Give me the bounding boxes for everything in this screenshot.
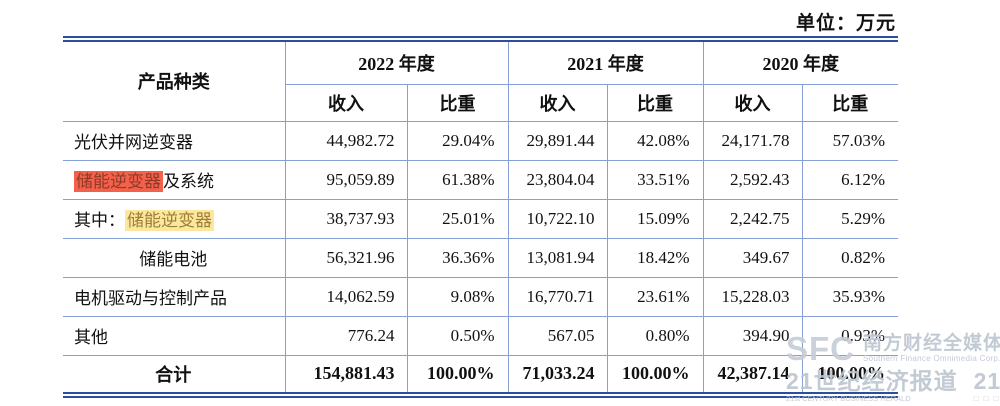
row-label: 储能逆变器 及系统 bbox=[63, 159, 286, 200]
income-cell: 394.90 bbox=[702, 315, 803, 356]
header-row-metrics: 收入 比重 收入 比重 收入 比重 bbox=[63, 83, 898, 122]
table-row: 其他 776.24 0.50% 567.05 0.80% 394.90 0.93% bbox=[63, 315, 898, 356]
watermark-org-cn: 南方财经全媒体集团 bbox=[863, 333, 1000, 354]
sfc-logo: SFC bbox=[786, 330, 855, 367]
table-body: 光伏并网逆变器 44,982.72 29.04% 29,891.44 42.08% 24,… bbox=[63, 121, 898, 392]
label-text: 光伏并网逆变器 bbox=[74, 133, 193, 152]
label-text: 及系统 bbox=[163, 172, 214, 191]
share-cell: 36.36% bbox=[406, 237, 509, 278]
year-header-2022: 2022 年度 bbox=[284, 42, 509, 85]
income-cell: 2,242.75 bbox=[702, 198, 803, 239]
income-cell: 16,770.71 bbox=[507, 276, 608, 317]
share-cell: 0.50% bbox=[406, 315, 509, 356]
income-cell: 24,171.78 bbox=[702, 121, 803, 161]
watermark-org-en: Southern Finance Omnimedia Corp. bbox=[863, 354, 1000, 363]
watermark-org-row: SFC 南方财经全媒体集团 Southern Finance Omnimedia… bbox=[786, 332, 1000, 365]
watermark-brand-row: 21世纪经济报道 21st CENTURY BUSINESS HERALD 21… bbox=[786, 370, 1000, 403]
income-cell: 13,081.94 bbox=[507, 237, 608, 278]
watermark-logo-squares: □ □ □ □ □ □ □ □ □ bbox=[973, 394, 1000, 403]
watermark-brand-en: 21st CENTURY BUSINESS HERALD bbox=[786, 394, 911, 403]
share-cell: 35.93% bbox=[801, 276, 898, 317]
share-cell: 100.00% bbox=[801, 354, 898, 392]
income-cell: 29,891.44 bbox=[507, 121, 608, 161]
income-cell: 42,387.14 bbox=[702, 354, 803, 392]
share-header-2020: 比重 bbox=[801, 83, 898, 122]
row-label: 合计 bbox=[63, 354, 286, 392]
row-label: 光伏并网逆变器 bbox=[63, 121, 286, 161]
income-cell: 349.67 bbox=[702, 237, 803, 278]
income-cell: 2,592.43 bbox=[702, 159, 803, 200]
table-row: 其中： 储能逆变器 38,737.93 25.01% 10,722.10 15.09% 2,… bbox=[63, 198, 898, 239]
income-cell: 56,321.96 bbox=[284, 237, 408, 278]
share-cell: 0.82% bbox=[801, 237, 898, 278]
unit-label: 单位：万元 bbox=[795, 13, 896, 34]
share-cell: 5.29% bbox=[801, 198, 898, 239]
share-header-2022: 比重 bbox=[406, 83, 509, 122]
label-text: 其中： bbox=[74, 211, 125, 230]
share-cell: 61.38% bbox=[406, 159, 509, 200]
watermark: SFC 南方财经全媒体集团 Southern Finance Omnimedia… bbox=[786, 332, 1000, 403]
income-cell: 10,722.10 bbox=[507, 198, 608, 239]
table-row: 储能逆变器 及系统 95,059.89 61.38% 23,804.04 33.51% 2,… bbox=[63, 159, 898, 200]
highlight-yellow: 储能逆变器 bbox=[125, 210, 214, 231]
share-cell: 33.51% bbox=[606, 159, 704, 200]
row-label: 储能电池 bbox=[63, 237, 286, 278]
income-cell: 154,881.43 bbox=[284, 354, 408, 392]
share-cell: 100.00% bbox=[606, 354, 704, 392]
highlight-red: 储能逆变器 bbox=[74, 171, 163, 192]
watermark-brand2-cn: 21财经 bbox=[973, 368, 1000, 394]
label-text: 其他 bbox=[74, 328, 108, 347]
total-row: 合计 154,881.43 100.00% 71,033.24 100.00% 42,38… bbox=[63, 354, 898, 392]
table-row: 光伏并网逆变器 44,982.72 29.04% 29,891.44 42.08% 24,… bbox=[63, 121, 898, 161]
table-row: 储能电池 56,321.96 36.36% 13,081.94 18.42% 349.67… bbox=[63, 237, 898, 278]
share-cell: 23.61% bbox=[606, 276, 704, 317]
income-cell: 567.05 bbox=[507, 315, 608, 356]
share-header-2021: 比重 bbox=[606, 83, 704, 122]
label-text: 电机驱动与控制产品 bbox=[74, 289, 227, 308]
financial-table: 产品种类 2022 年度 2021 年度 2020 年度 收入 比重 收入 比重… bbox=[63, 42, 898, 392]
row-label: 其中： 储能逆变器 bbox=[63, 198, 286, 239]
share-cell: 18.42% bbox=[606, 237, 704, 278]
income-header-2022: 收入 bbox=[284, 83, 408, 122]
share-cell: 6.12% bbox=[801, 159, 898, 200]
income-cell: 44,982.72 bbox=[284, 121, 408, 161]
income-cell: 38,737.93 bbox=[284, 198, 408, 239]
year-header-2021: 2021 年度 bbox=[507, 42, 704, 85]
share-cell: 25.01% bbox=[406, 198, 509, 239]
income-cell: 23,804.04 bbox=[507, 159, 608, 200]
row-label: 其他 bbox=[63, 315, 286, 356]
year-header-2020: 2020 年度 bbox=[702, 42, 898, 85]
table-container: 产品种类 2022 年度 2021 年度 2020 年度 收入 比重 收入 比重… bbox=[63, 36, 898, 398]
product-category-header: 产品种类 bbox=[63, 42, 286, 122]
watermark-brand-cn: 21世纪经济报道 bbox=[786, 368, 958, 394]
income-cell: 14,062.59 bbox=[284, 276, 408, 317]
header-row-years: 产品种类 2022 年度 2021 年度 2020 年度 bbox=[63, 42, 898, 122]
income-cell: 71,033.24 bbox=[507, 354, 608, 392]
share-cell: 100.00% bbox=[406, 354, 509, 392]
label-text: 合计 bbox=[155, 364, 192, 385]
income-header-2020: 收入 bbox=[702, 83, 803, 122]
bottom-double-rule bbox=[63, 392, 898, 398]
income-cell: 776.24 bbox=[284, 315, 408, 356]
table-row: 电机驱动与控制产品 14,062.59 9.08% 16,770.71 23.61% 15… bbox=[63, 276, 898, 317]
income-cell: 15,228.03 bbox=[702, 276, 803, 317]
income-cell: 95,059.89 bbox=[284, 159, 408, 200]
share-cell: 15.09% bbox=[606, 198, 704, 239]
share-cell: 29.04% bbox=[406, 121, 509, 161]
row-label: 电机驱动与控制产品 bbox=[63, 276, 286, 317]
share-cell: 0.80% bbox=[606, 315, 704, 356]
share-cell: 42.08% bbox=[606, 121, 704, 161]
income-header-2021: 收入 bbox=[507, 83, 608, 122]
label-text: 储能电池 bbox=[139, 250, 208, 269]
share-cell: 9.08% bbox=[406, 276, 509, 317]
share-cell: 57.03% bbox=[801, 121, 898, 161]
top-double-rule bbox=[63, 36, 898, 42]
share-cell: 0.93% bbox=[801, 315, 898, 356]
